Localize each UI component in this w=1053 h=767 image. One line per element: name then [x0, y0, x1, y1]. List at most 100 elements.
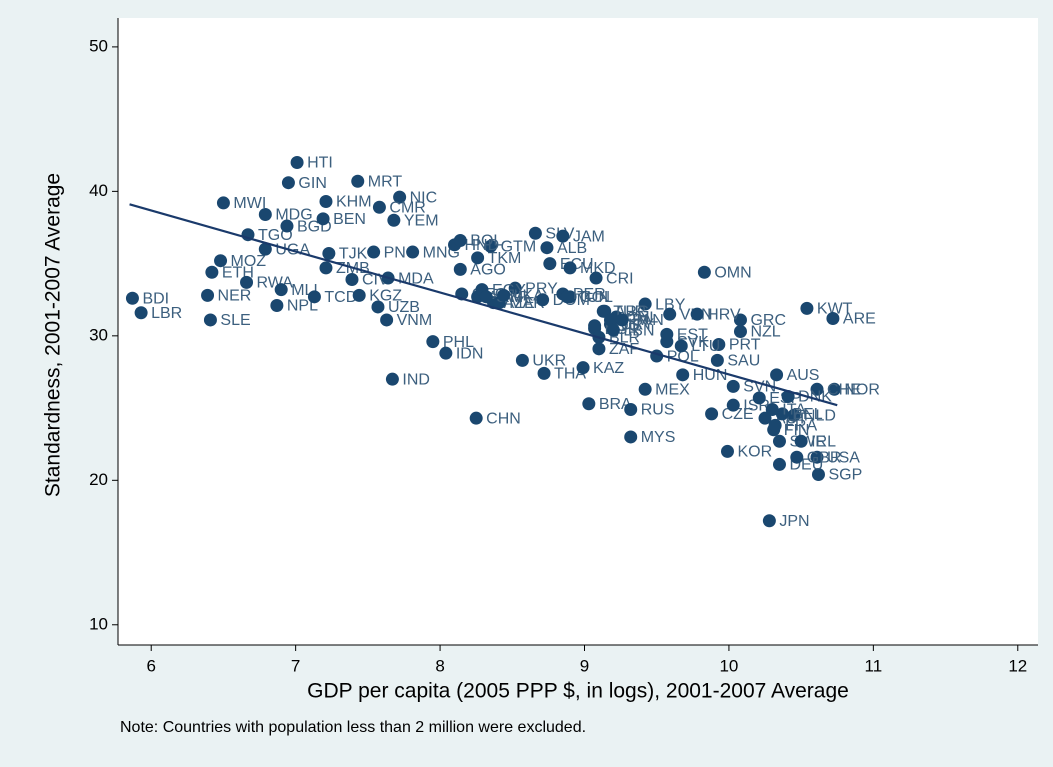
point-label: HRV: [707, 306, 741, 323]
y-axis-title: Standardness, 2001-2007 Average: [42, 173, 65, 497]
point: [453, 262, 467, 276]
point-label: JAM: [573, 228, 605, 245]
point: [258, 207, 272, 221]
point: [794, 434, 808, 448]
point: [240, 275, 254, 289]
point-label: COL: [580, 289, 613, 306]
point: [322, 246, 336, 260]
point-label: NPL: [287, 298, 318, 315]
point: [385, 372, 399, 386]
point-label: USA: [827, 449, 860, 466]
point: [588, 319, 602, 333]
point-label: TCD: [324, 289, 357, 306]
x-tick-label: 6: [146, 656, 155, 675]
point: [270, 298, 284, 312]
point-label: VNM: [397, 312, 433, 329]
point: [772, 434, 786, 448]
point: [351, 174, 365, 188]
point: [596, 304, 610, 318]
point-label: LBR: [151, 305, 182, 322]
point-label: BDI: [142, 290, 169, 307]
point-label: KHM: [336, 194, 372, 211]
point-label: NZL: [750, 324, 780, 341]
point: [676, 368, 690, 382]
point-label: BEN: [333, 211, 366, 228]
point: [765, 403, 779, 417]
point-label: YEM: [404, 212, 439, 229]
point-label: KOR: [737, 444, 772, 461]
point: [216, 196, 230, 210]
point: [125, 291, 139, 305]
point: [345, 272, 359, 286]
point: [758, 411, 772, 425]
point: [772, 457, 786, 471]
point: [800, 301, 814, 315]
point: [426, 335, 440, 349]
point: [280, 219, 294, 233]
point: [319, 194, 333, 208]
point: [752, 391, 766, 405]
point: [307, 290, 321, 304]
point-label: SAU: [727, 353, 760, 370]
point-label: MDG: [275, 207, 312, 224]
point-label: MOZ: [231, 253, 267, 270]
point-label: LBN: [623, 322, 654, 339]
point: [697, 265, 711, 279]
point: [469, 411, 483, 425]
point: [515, 353, 529, 367]
point-label: NER: [218, 288, 252, 305]
point-label: CHN: [486, 410, 521, 427]
point: [556, 229, 570, 243]
point-label: HTI: [307, 155, 333, 172]
point: [281, 176, 295, 190]
point: [201, 288, 215, 302]
point: [560, 290, 574, 304]
point: [371, 300, 385, 314]
point: [258, 242, 272, 256]
point-label: PHL: [443, 334, 474, 351]
point: [203, 313, 217, 327]
point-label: NOR: [844, 382, 880, 399]
point-label: BOL: [470, 233, 502, 250]
point-label: ITA: [782, 402, 806, 419]
point: [316, 212, 330, 226]
point: [762, 514, 776, 528]
point-label: SLE: [220, 312, 250, 329]
point-label: IND: [402, 371, 430, 388]
point-label: KWT: [817, 301, 853, 318]
point-label: OMN: [714, 264, 751, 281]
point-label: MWI: [233, 195, 266, 212]
point: [582, 397, 596, 411]
point: [790, 450, 804, 464]
point-label: MEX: [655, 382, 690, 399]
point: [497, 288, 511, 302]
point: [479, 290, 493, 304]
x-tick-label: 8: [435, 656, 444, 675]
point-label: PRY: [525, 280, 558, 297]
point-label: UKR: [532, 353, 566, 370]
point-label: SVN: [743, 379, 776, 396]
point-label: RUS: [641, 402, 675, 419]
point: [768, 418, 782, 432]
x-tick-label: 12: [1008, 656, 1027, 675]
point: [674, 339, 688, 353]
point: [543, 257, 557, 271]
fit-line: [129, 203, 838, 407]
point: [372, 200, 386, 214]
point: [290, 155, 304, 169]
point: [453, 233, 467, 247]
point-label: MYS: [641, 429, 676, 446]
point: [770, 368, 784, 382]
point-label: ARE: [843, 311, 876, 328]
point: [592, 342, 606, 356]
y-tick-label: 10: [89, 614, 108, 633]
point-label: CHL: [626, 309, 658, 326]
point-label: IRL: [811, 434, 836, 451]
point-label: AZE: [504, 295, 535, 312]
x-tick-label: 11: [865, 656, 883, 675]
point: [615, 313, 629, 327]
point-label: FIN: [784, 422, 810, 439]
point: [439, 346, 453, 360]
point-label: NLD: [804, 408, 836, 425]
point: [528, 226, 542, 240]
